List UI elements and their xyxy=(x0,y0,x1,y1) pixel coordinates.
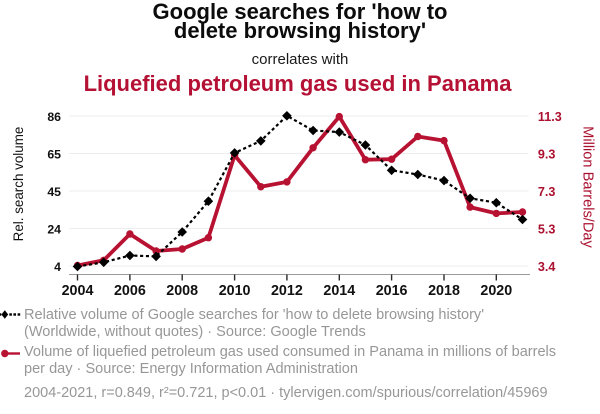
svg-text:2010: 2010 xyxy=(219,283,251,299)
svg-text:65: 65 xyxy=(47,147,61,161)
svg-text:9.3: 9.3 xyxy=(538,147,556,161)
svg-text:2008: 2008 xyxy=(166,283,198,299)
svg-text:2014: 2014 xyxy=(323,283,355,299)
svg-text:2018: 2018 xyxy=(428,283,460,299)
svg-text:45: 45 xyxy=(47,185,61,199)
svg-text:2004: 2004 xyxy=(62,283,94,299)
svg-text:86: 86 xyxy=(47,110,61,124)
svg-text:7.3: 7.3 xyxy=(538,185,556,199)
svg-text:11.3: 11.3 xyxy=(538,110,562,124)
svg-text:2016: 2016 xyxy=(376,283,408,299)
svg-text:3.4: 3.4 xyxy=(538,260,556,274)
svg-text:2006: 2006 xyxy=(114,283,146,299)
svg-text:Rel. search volume: Rel. search volume xyxy=(11,127,26,242)
svg-text:24: 24 xyxy=(47,222,61,236)
svg-text:2012: 2012 xyxy=(271,283,303,299)
svg-text:5.3: 5.3 xyxy=(538,222,556,236)
svg-text:Million Barrels/Day: Million Barrels/Day xyxy=(580,126,596,248)
svg-text:4: 4 xyxy=(54,260,61,274)
svg-text:2020: 2020 xyxy=(480,283,512,299)
